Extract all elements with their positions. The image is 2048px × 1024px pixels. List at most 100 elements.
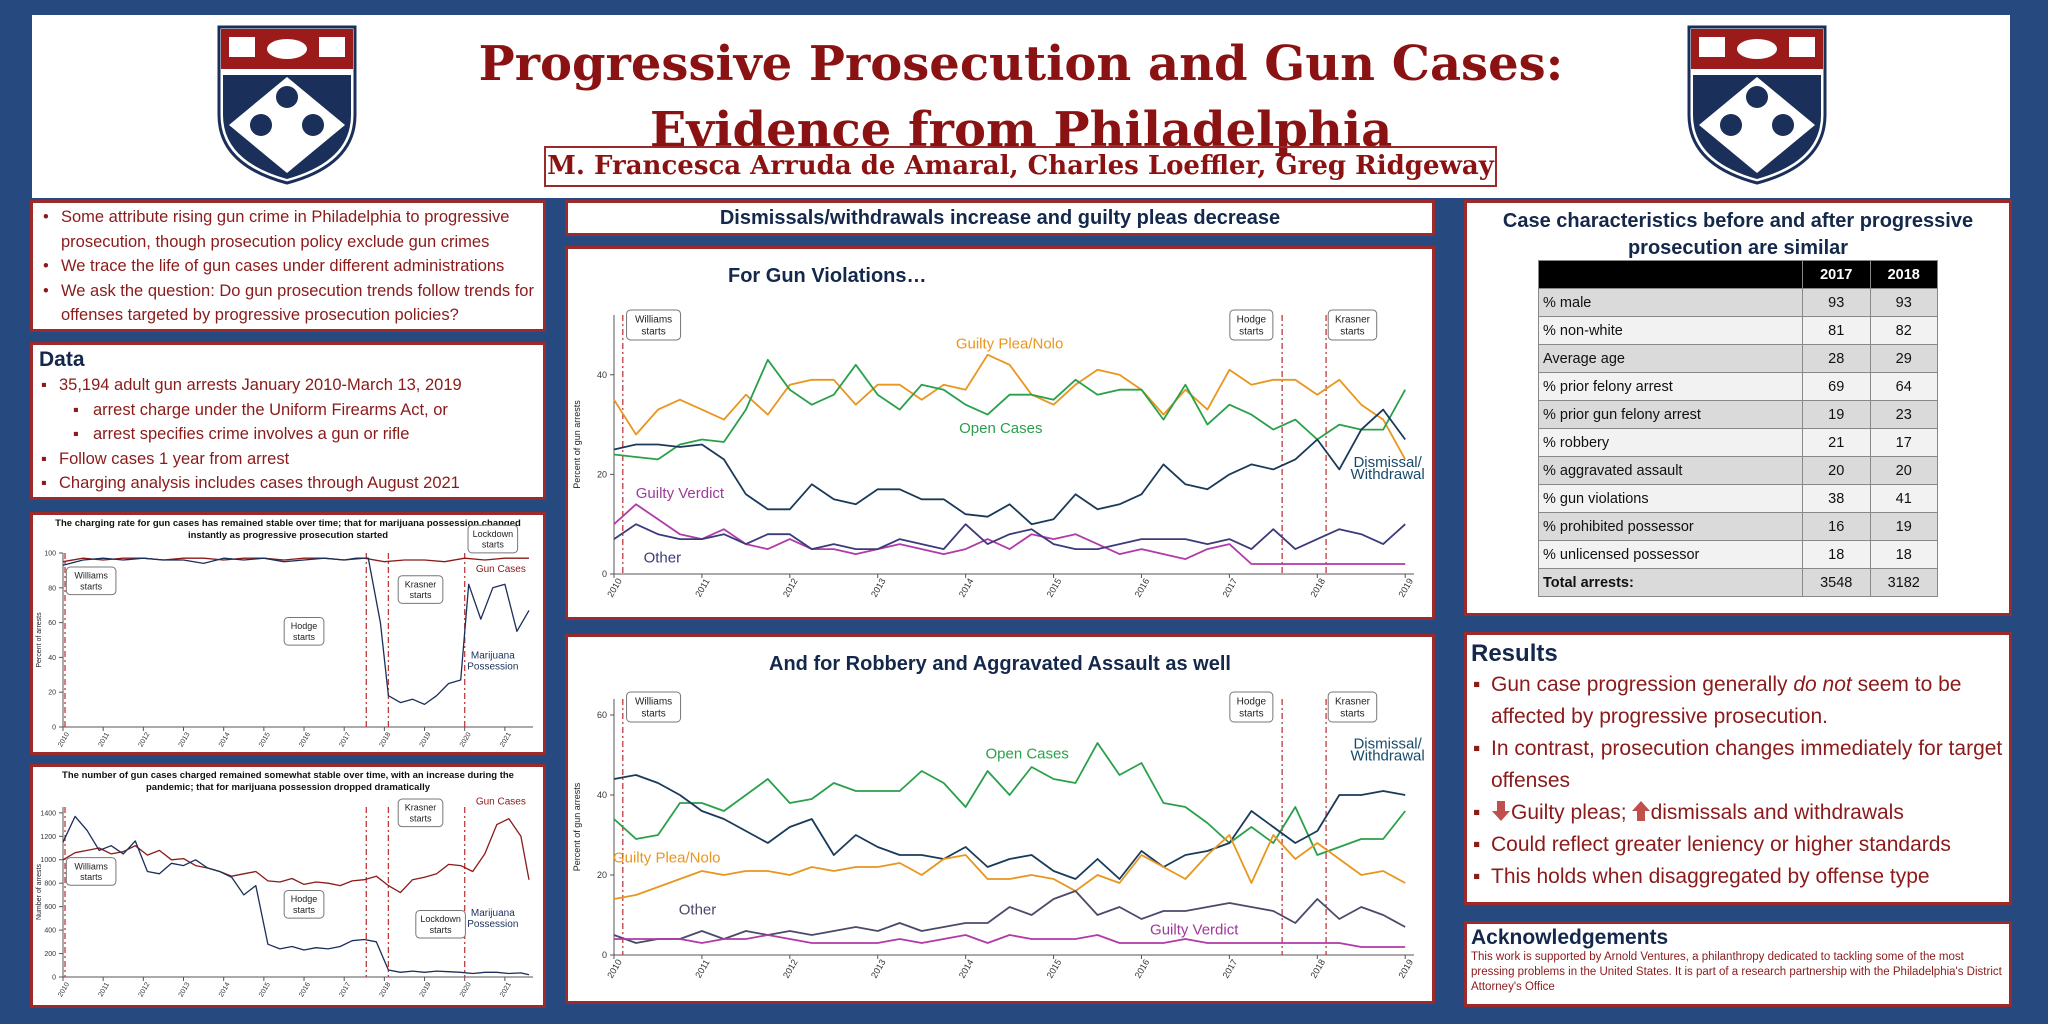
row-label: Total arrests: — [1538, 568, 1803, 597]
row-label: % unlicensed possessor — [1538, 540, 1803, 569]
x-tick-label: 2018 — [379, 731, 393, 748]
annotation-text: starts — [641, 327, 665, 338]
x-tick-label: 2015 — [258, 981, 272, 998]
results-bullet: Gun case progression generally do not se… — [1471, 669, 2005, 733]
annotation-text: starts — [410, 590, 433, 600]
x-tick-label: 2021 — [499, 981, 513, 998]
x-tick-label: 2016 — [1133, 577, 1152, 599]
data-bullet: Charging analysis includes cases through… — [39, 471, 537, 496]
y-tick-label: 0 — [602, 950, 607, 960]
row-label: % robbery — [1538, 428, 1803, 457]
table-cell: 41 — [1869, 484, 1938, 513]
x-tick-label: 2016 — [298, 981, 312, 998]
table-cell: 29 — [1869, 344, 1938, 373]
x-tick-label: 2020 — [459, 981, 473, 998]
robbery-assault-chart-panel: And for Robbery and Aggravated Assault a… — [565, 634, 1435, 1004]
table-cell: 20 — [1869, 456, 1938, 485]
x-tick-label: 2014 — [218, 731, 232, 748]
annotation-text: Marijuana — [471, 908, 515, 919]
annotation-frame — [415, 909, 466, 939]
series-label: Other — [644, 550, 682, 567]
annotation-text: Krasner — [405, 579, 437, 589]
annotation-text: Possession — [467, 662, 518, 673]
y-tick-label: 0 — [602, 569, 607, 579]
annotation-text: Gun Cases — [476, 564, 526, 575]
row-label: Average age — [1538, 344, 1803, 373]
results-list: Gun case progression generally do not se… — [1471, 669, 2005, 893]
x-tick-label: 2017 — [1221, 958, 1240, 980]
table-cell: 18 — [1869, 540, 1938, 569]
annotation-text: starts — [1340, 709, 1364, 720]
y-tick-label: 1000 — [40, 857, 56, 864]
x-tick-label: 2016 — [298, 731, 312, 748]
acknowledgements-heading: Acknowledgements — [1471, 926, 1669, 949]
row-label: % prohibited possessor — [1538, 512, 1803, 541]
chart-title: And for Robbery and Aggravated Assault a… — [769, 653, 1231, 675]
y-tick-label: 400 — [44, 928, 56, 935]
annotation-text: Marijuana — [471, 651, 515, 662]
results-heading: Results — [1471, 640, 1558, 667]
x-tick-label: 2019 — [419, 981, 433, 998]
annotation-text: starts — [80, 581, 103, 591]
annotation-frame — [65, 566, 117, 596]
x-tick-label: 2019 — [1396, 958, 1415, 980]
row-label: % prior gun felony arrest — [1538, 400, 1803, 429]
series-label: Guilty Verdict — [636, 485, 725, 502]
annotation-frame — [65, 857, 117, 886]
x-tick-label: 2013 — [178, 731, 192, 748]
x-tick-label: 2012 — [781, 577, 800, 599]
annotation-text: Possession — [467, 919, 518, 930]
charging-rate-chart: 0 20 40 60 80 100 2010 2011 2012 2013 2014 2015 2016… — [36, 524, 533, 748]
annotation-text: starts — [430, 925, 453, 935]
annotation-text: Williams — [74, 861, 108, 871]
x-tick-label: 2010 — [57, 731, 71, 748]
y-tick-label: 800 — [44, 881, 56, 888]
annotation-text: Lockdown — [473, 529, 514, 539]
table-row: % prohibited possessor 16 19 — [1538, 512, 1938, 541]
table-row: % prior gun felony arrest 19 23 — [1538, 400, 1938, 429]
results-bullet: In contrast, prosecution changes immedia… — [1471, 733, 2005, 797]
annotation-text: Lockdown — [420, 914, 461, 924]
annotation-frame — [626, 309, 682, 341]
table-cell: 93 — [1869, 288, 1938, 317]
x-tick-label: 2010 — [57, 981, 71, 998]
x-tick-label: 2013 — [869, 958, 888, 980]
table-cell: 3548 — [1802, 568, 1871, 597]
up-arrow-icon — [1631, 801, 1650, 821]
table-cell: 19 — [1802, 400, 1871, 429]
annotation-text: Other — [679, 902, 717, 919]
table-row: % robbery 21 17 — [1538, 428, 1938, 457]
annotation-text: starts — [293, 905, 316, 915]
table-cell: 19 — [1869, 512, 1938, 541]
annotation-text: starts — [80, 872, 103, 882]
series-label: Dismissal/Withdrawal — [1351, 736, 1425, 765]
annotation-text: Withdrawal — [1351, 748, 1425, 765]
chart-title: For Gun Violations… — [728, 265, 927, 287]
x-tick-label: 2019 — [1396, 577, 1415, 599]
chart-title: The number of gun cases charged remained… — [62, 770, 514, 793]
series-line — [613, 834, 1406, 900]
series-label: Gun Cases — [476, 564, 526, 575]
annotation-text: Dismissal/ — [1353, 454, 1422, 471]
data-subbullet: arrest specifies crime involves a gun or… — [39, 422, 537, 447]
data-subbullet: arrest charge under the Uniform Firearms… — [39, 398, 537, 423]
annotation-text: starts — [1239, 327, 1263, 338]
annotation-frame — [397, 575, 444, 604]
series-line — [613, 890, 1406, 944]
x-tick-label: 2019 — [419, 731, 433, 748]
annotation-text: starts — [641, 709, 665, 720]
middle-banner: Dismissals/withdrawals increase and guil… — [565, 200, 1435, 236]
table-cell: 16 — [1802, 512, 1871, 541]
series-label: Dismissal/Withdrawal — [1351, 454, 1425, 483]
x-tick-label: 2011 — [98, 731, 112, 748]
x-tick-label: 2011 — [693, 577, 711, 599]
series-line — [613, 742, 1406, 856]
annotation-text: Hodge — [1237, 315, 1267, 326]
